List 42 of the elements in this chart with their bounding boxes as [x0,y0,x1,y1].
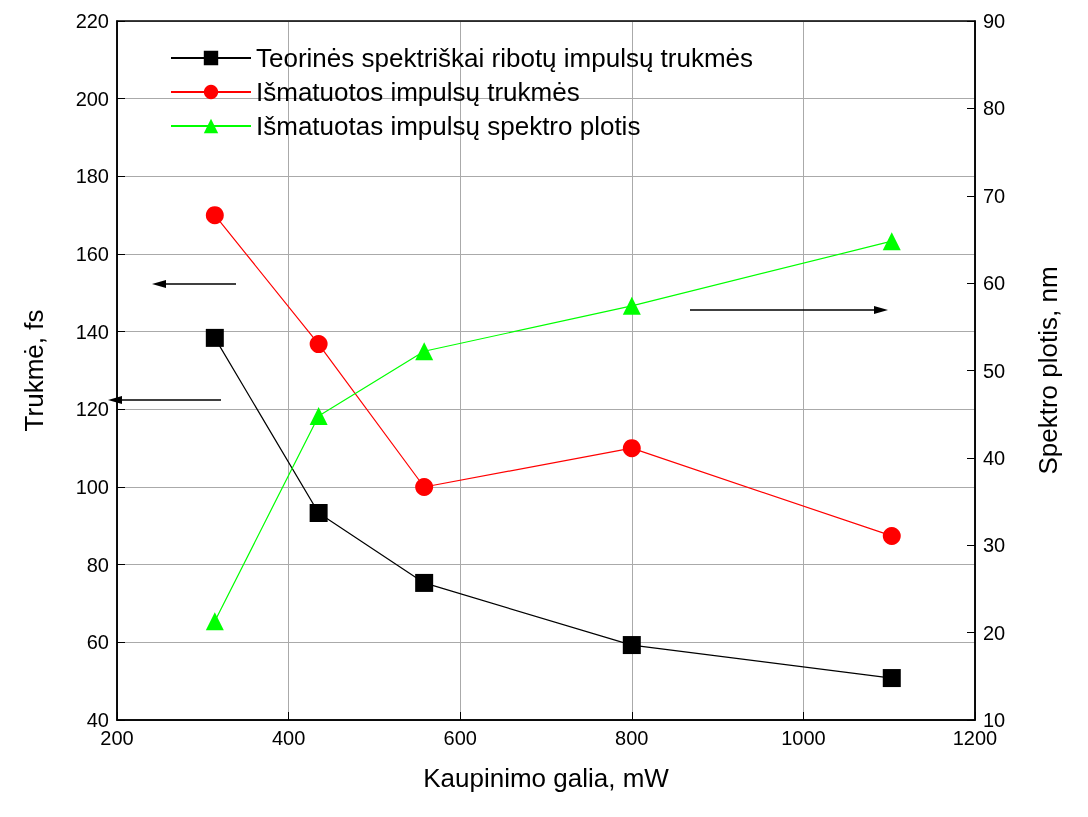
point [415,573,434,592]
point [415,478,434,496]
y2-tick-label: 80 [983,97,1006,120]
x-tick-label: 600 [443,727,477,749]
legend-label: Teorinės spektriškai ribotų impulsų trukmės [256,43,754,73]
point [622,439,641,458]
y-tick-label: 100 [75,476,109,498]
x-tick-label: 400 [271,727,306,749]
point [622,636,641,655]
y2-axis-title: Spektro plotis, nm [1033,266,1063,475]
y2-tick-label: 90 [983,10,1006,32]
point [309,406,328,425]
y-tick-label: 180 [75,165,109,188]
y-tick-label: 140 [75,320,109,343]
x-axis-title: Kaupinimo galia, mW [423,763,670,793]
y-tick-label: 60 [86,631,109,654]
y2-tick-label: 20 [983,621,1006,644]
point [882,669,901,688]
point [205,612,224,631]
legend-label: Išmatuotos impulsų trukmės [256,77,580,107]
y-tick-label: 160 [75,243,109,265]
x-tick-label: 1000 [781,727,826,749]
point [309,504,328,523]
x-tick-label: 800 [615,727,649,749]
y2-tick-label: 50 [983,359,1006,382]
point [622,296,641,315]
point [882,232,901,251]
point [415,342,434,361]
y2-tick-label: 30 [983,534,1006,557]
y2-tick-label: 70 [983,184,1006,207]
y-tick-label: 120 [75,398,109,421]
point [882,526,901,545]
y-tick-label: 80 [86,553,109,576]
y-tick-label: 220 [75,10,109,32]
y2-tick-label: 40 [983,446,1006,469]
y-axis-title: Trukmė, fs [19,309,49,432]
point [309,335,328,354]
point [205,206,224,225]
y2-tick-label: 60 [983,272,1006,295]
point [205,328,224,347]
y-tick-label: 200 [75,87,109,110]
legend-label: Išmatuotas impulsų spektro plotis [256,111,641,141]
